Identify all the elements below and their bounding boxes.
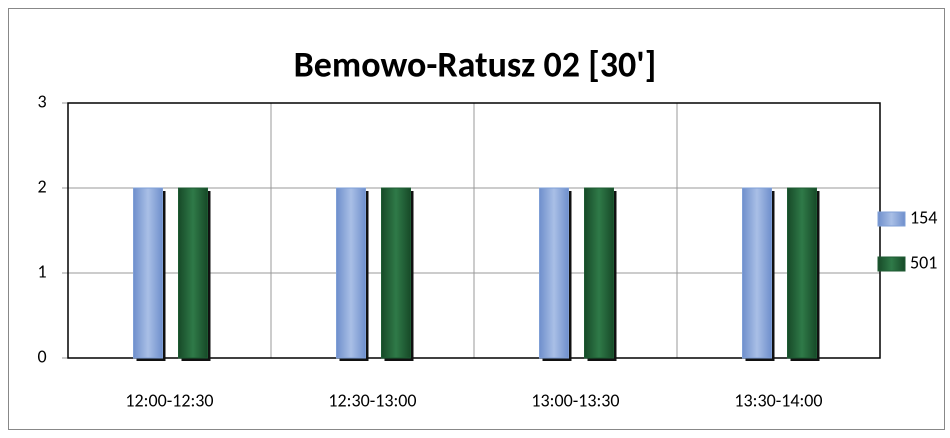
- bar: [178, 187, 208, 359]
- chart-title: Bemowo-Ratusz 02 [30']: [294, 43, 657, 87]
- plot-border: [67, 102, 881, 359]
- y-tick-label: 3: [37, 90, 46, 112]
- x-tick-label: 13:00-13:30: [531, 389, 619, 411]
- bar: [742, 187, 772, 359]
- x-tick-label: 12:30-13:00: [328, 389, 416, 411]
- bar: [539, 187, 569, 359]
- y-tick-label: 1: [37, 260, 46, 282]
- y-tick-label: 0: [37, 345, 46, 367]
- legend-swatch: [877, 211, 906, 227]
- bar: [336, 187, 366, 359]
- legend-swatch: [877, 256, 906, 272]
- bar: [133, 187, 163, 359]
- bar: [381, 187, 411, 359]
- y-tick-label: 2: [37, 175, 46, 197]
- legend-label: 154: [910, 206, 937, 228]
- legend-label: 501: [910, 251, 937, 273]
- x-tick-label: 13:30-14:00: [734, 389, 822, 411]
- bar: [787, 187, 817, 359]
- x-tick-label: 12:00-12:30: [125, 389, 213, 411]
- bar: [584, 187, 614, 359]
